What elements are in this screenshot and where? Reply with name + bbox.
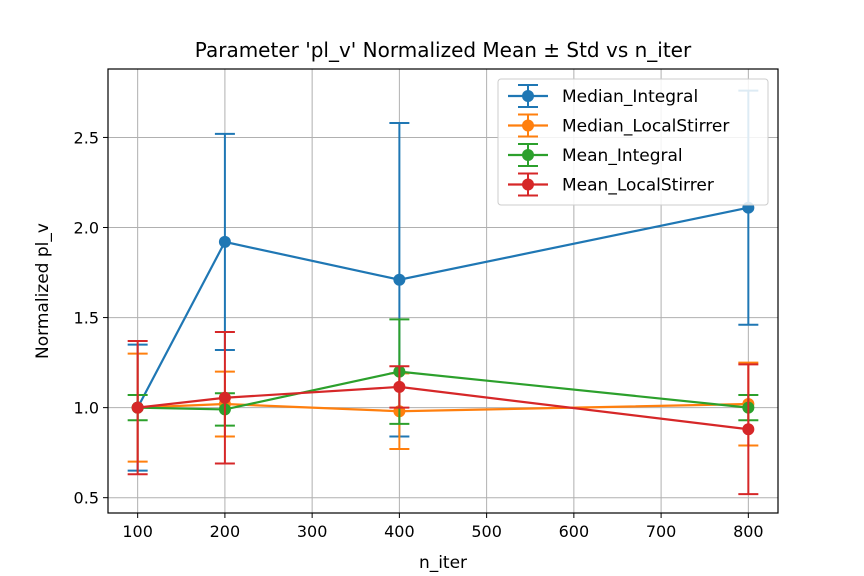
legend-handle-marker bbox=[522, 119, 534, 132]
data-point bbox=[131, 401, 144, 414]
data-point bbox=[393, 380, 406, 393]
legend-item: Median_LocalStirrer bbox=[508, 113, 729, 138]
data-point bbox=[218, 235, 231, 248]
legend-label: Mean_LocalStirrer bbox=[562, 176, 714, 196]
x-tick-label: 300 bbox=[297, 522, 328, 541]
x-tick-label: 700 bbox=[646, 522, 677, 541]
x-tick-label: 500 bbox=[471, 522, 502, 541]
legend-item: Mean_Integral bbox=[508, 143, 683, 167]
legend-label: Mean_Integral bbox=[562, 146, 683, 166]
x-tick-label: 200 bbox=[210, 522, 241, 541]
y-tick-label: 1.5 bbox=[74, 309, 99, 328]
legend-handle-marker bbox=[522, 149, 534, 161]
y-axis: 0.5 1.0 1.5 2.0 2.5 bbox=[74, 128, 108, 508]
x-axis-label: n_iter bbox=[419, 553, 467, 573]
legend-label: Median_Integral bbox=[562, 87, 698, 107]
series-Mean_LocalStirrer bbox=[127, 330, 759, 496]
series-line bbox=[136, 206, 749, 409]
legend-item: Median_Integral bbox=[508, 84, 698, 108]
x-tick-label: 100 bbox=[122, 522, 153, 541]
x-tick-label: 800 bbox=[733, 522, 764, 541]
y-tick-label: 1.0 bbox=[74, 399, 99, 418]
series-line bbox=[137, 370, 749, 411]
y-tick-label: 2.0 bbox=[74, 219, 99, 238]
series-layer bbox=[127, 89, 759, 496]
y-axis-label: Normalized pl_v bbox=[33, 223, 53, 359]
data-point bbox=[393, 273, 406, 286]
series-line bbox=[137, 385, 749, 431]
legend-item: Mean_LocalStirrer bbox=[508, 172, 714, 197]
x-tick-label: 600 bbox=[559, 522, 590, 541]
y-tick-label: 2.5 bbox=[74, 128, 99, 147]
legend-box bbox=[497, 78, 769, 206]
data-point bbox=[742, 423, 755, 436]
legend: Median_Integral Median_LocalStirrer Mean_I… bbox=[497, 78, 769, 206]
legend-label: Median_LocalStirrer bbox=[562, 117, 729, 137]
legend-handle-marker bbox=[522, 90, 534, 102]
x-tick-label: 400 bbox=[384, 522, 415, 541]
data-point bbox=[218, 391, 231, 404]
y-tick-label: 0.5 bbox=[74, 489, 99, 508]
plot-frame bbox=[107, 68, 779, 514]
x-axis: 100 200 300 400 500 600 700 800 bbox=[122, 513, 764, 541]
legend-handle-marker bbox=[522, 178, 534, 191]
chart-title: Parameter 'pl_v' Normalized Mean ± Std v… bbox=[195, 38, 692, 62]
